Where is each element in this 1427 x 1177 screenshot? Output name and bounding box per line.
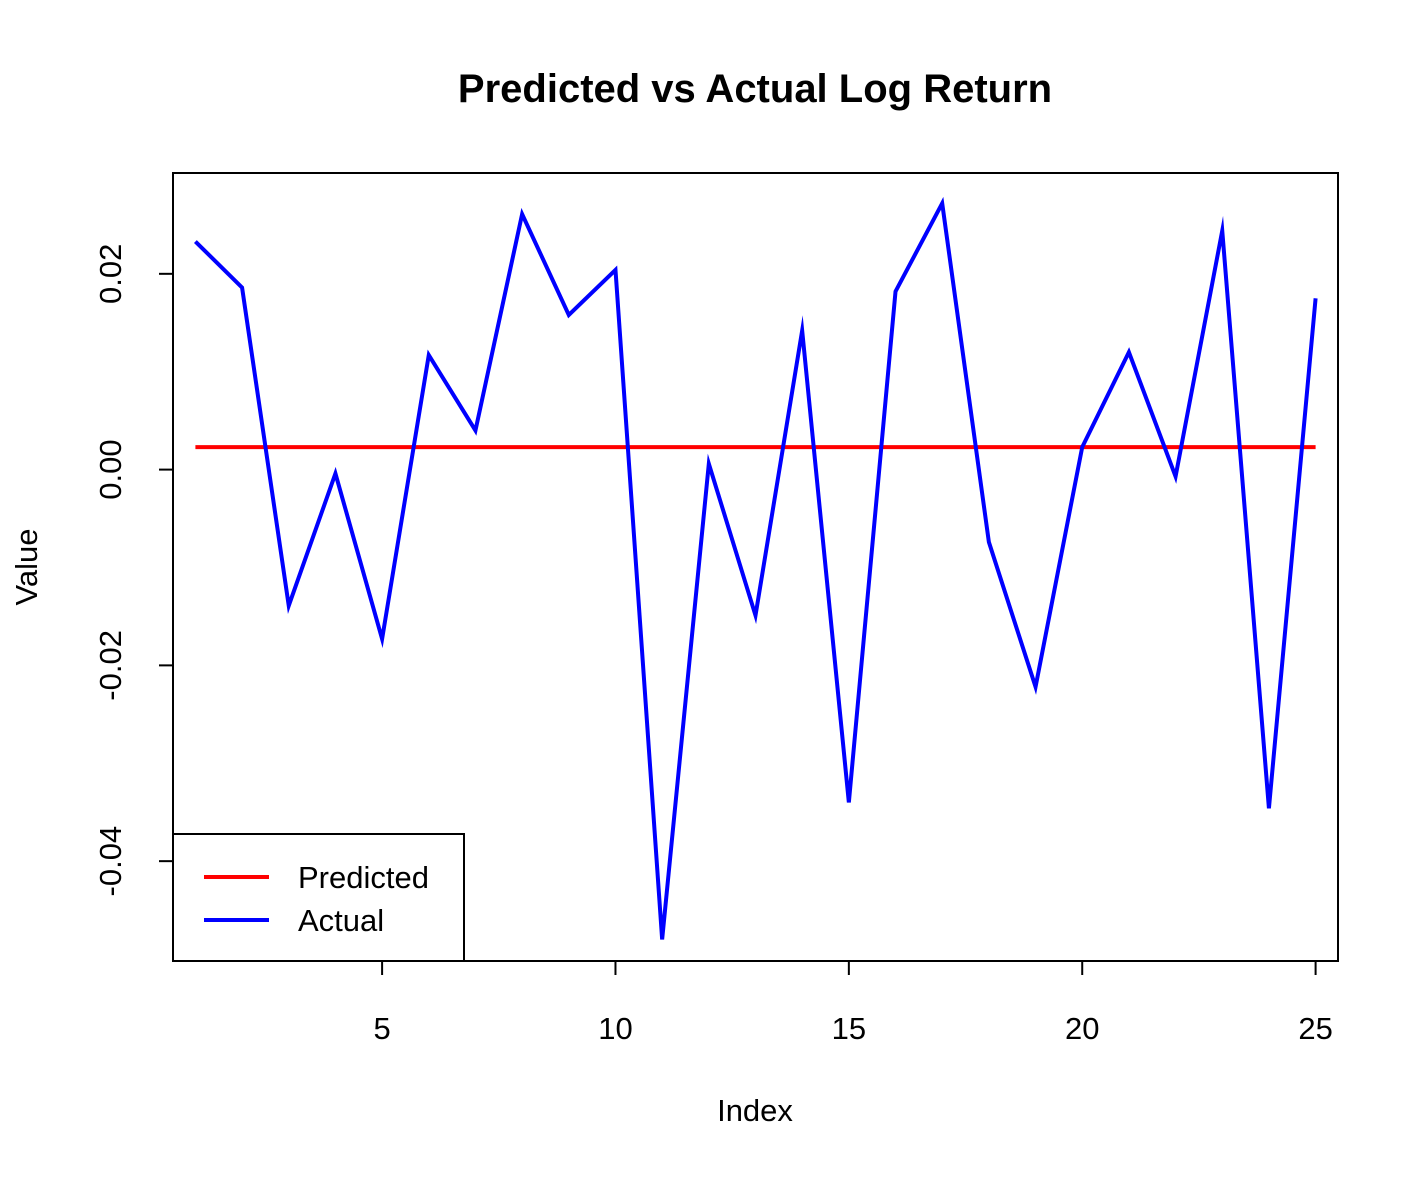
y-axis-label: Value [9, 529, 44, 606]
legend-label-predicted: Predicted [298, 860, 429, 895]
chart-title: Predicted vs Actual Log Return [458, 67, 1052, 111]
x-tick-label: 5 [373, 1011, 390, 1046]
y-tick-label: 0.00 [93, 439, 128, 499]
x-tick-label: 20 [1065, 1011, 1099, 1046]
legend-box [172, 833, 465, 962]
y-axis: -0.04 -0.02 0.00 0.02 [93, 244, 174, 897]
x-tick-label: 25 [1298, 1011, 1332, 1046]
actual-series-line [193, 196, 1318, 940]
x-axis: 5 10 15 20 25 [373, 960, 1333, 1046]
x-tick-label: 10 [598, 1011, 632, 1046]
legend-label-actual: Actual [298, 903, 384, 938]
y-tick-label: -0.02 [93, 630, 128, 701]
y-tick-label: 0.02 [93, 244, 128, 304]
legend: Predicted Actual [172, 833, 465, 962]
x-tick-label: 15 [832, 1011, 866, 1046]
y-tick-label: -0.04 [93, 826, 128, 897]
series-layer [193, 196, 1318, 940]
x-axis-label: Index [717, 1093, 793, 1128]
